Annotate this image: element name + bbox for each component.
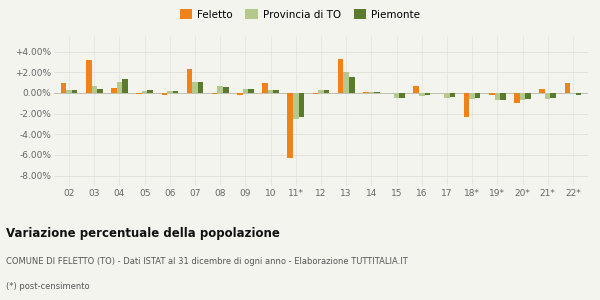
Bar <box>293 93 299 119</box>
Bar <box>248 89 254 93</box>
Bar <box>464 93 469 117</box>
Text: (*) post-censimento: (*) post-censimento <box>6 282 89 291</box>
Bar <box>187 69 192 93</box>
Bar <box>363 92 368 93</box>
Bar <box>136 93 142 94</box>
Bar <box>274 90 279 93</box>
Bar <box>545 93 550 99</box>
Bar <box>324 90 329 93</box>
Bar <box>299 93 304 117</box>
Bar <box>489 93 494 95</box>
Bar <box>374 92 380 93</box>
Bar <box>287 93 293 158</box>
Bar <box>500 93 506 100</box>
Text: Variazione percentuale della popolazione: Variazione percentuale della popolazione <box>6 226 280 239</box>
Legend: Feletto, Provincia di TO, Piemonte: Feletto, Provincia di TO, Piemonte <box>175 5 425 24</box>
Bar <box>469 93 475 99</box>
Bar <box>61 82 67 93</box>
Bar <box>450 93 455 97</box>
Bar <box>268 90 274 93</box>
Bar <box>575 93 581 95</box>
Text: COMUNE DI FELETTO (TO) - Dati ISTAT al 31 dicembre di ogni anno - Elaborazione T: COMUNE DI FELETTO (TO) - Dati ISTAT al 3… <box>6 256 408 266</box>
Bar <box>111 88 117 93</box>
Bar <box>338 59 343 93</box>
Bar <box>318 90 324 93</box>
Bar <box>475 93 481 98</box>
Bar <box>122 80 128 93</box>
Bar <box>242 89 248 93</box>
Bar <box>173 91 178 93</box>
Bar <box>67 90 72 93</box>
Bar <box>97 89 103 93</box>
Bar <box>520 93 525 100</box>
Bar <box>343 72 349 93</box>
Bar <box>217 86 223 93</box>
Bar <box>394 93 400 98</box>
Bar <box>262 82 268 93</box>
Bar <box>237 93 242 95</box>
Bar <box>223 87 229 93</box>
Bar <box>192 82 198 93</box>
Bar <box>539 89 545 93</box>
Bar <box>494 93 500 100</box>
Bar <box>425 93 430 95</box>
Bar <box>92 86 97 93</box>
Bar <box>198 82 203 93</box>
Bar <box>349 77 355 93</box>
Bar <box>565 82 570 93</box>
Bar <box>525 93 531 99</box>
Bar <box>444 93 450 98</box>
Bar <box>413 86 419 93</box>
Bar <box>86 60 92 93</box>
Bar <box>212 93 217 94</box>
Bar <box>368 92 374 93</box>
Bar <box>72 90 77 93</box>
Bar <box>550 93 556 98</box>
Bar <box>400 93 405 98</box>
Bar <box>419 93 425 96</box>
Bar <box>313 93 318 94</box>
Bar <box>514 93 520 103</box>
Bar <box>161 93 167 95</box>
Bar <box>148 90 153 93</box>
Bar <box>167 91 173 93</box>
Bar <box>142 91 148 93</box>
Bar <box>117 82 122 93</box>
